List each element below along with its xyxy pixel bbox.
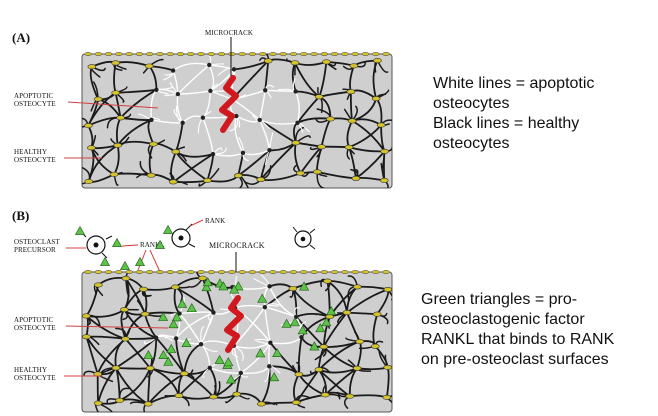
legend-panel-a: White lines = apoptotic osteocytes Black…	[433, 74, 594, 154]
rankl-triangles	[74, 224, 337, 384]
microcrack-label-a: MICROCRACK	[205, 29, 253, 37]
legend-b-line2: osteoclastogenic factor	[421, 311, 585, 328]
apoptotic-label-b-line1: APOPTOTIC	[14, 316, 54, 324]
rankl-label: RANKL	[140, 241, 165, 249]
apoptotic-pointer-a	[67, 101, 159, 109]
osteoclast-precursor-3	[292, 226, 316, 250]
apoptotic-label-b-line2: OSTEOCYTE	[14, 324, 56, 332]
legend-a-line4: osteocytes	[433, 135, 510, 152]
legend-b-line1: Green triangles = pro-	[421, 291, 578, 308]
healthy-label-b-line1: HEALTHY	[14, 366, 47, 374]
bone-matrix-a	[81, 53, 393, 189]
bone-lining-cells-b	[84, 270, 390, 274]
rankl-pointer-3	[149, 249, 161, 273]
panel-b: (B) RANK RANKL OSTEOCLAS	[12, 208, 393, 413]
osteocyte-cells-b	[82, 275, 392, 407]
osteocyte-cells-a	[84, 58, 389, 185]
apoptotic-label-a-line1: APOPTOTIC	[14, 92, 54, 100]
precursor-label-line2: PRECURSOR	[14, 246, 56, 254]
precursor-label-line1: OSTEOCLAST	[14, 238, 60, 246]
apoptotic-pointer-b	[65, 325, 169, 329]
panel-a: (A) MICROCRACK APOPTOTIC OSTEOCYTE HEALT…	[12, 29, 393, 189]
microcrack-a	[219, 75, 239, 133]
healthy-label-a-line2: OSTEOCYTE	[14, 156, 56, 164]
legend-panel-b: Green triangles = pro- osteoclastogenic …	[421, 290, 614, 370]
legend-a-line3: Black lines = healthy	[433, 115, 580, 132]
legend-b-line3: RANKL that binds to RANK	[421, 331, 615, 348]
bone-lining-cells-a	[84, 52, 390, 56]
microcrack-b	[224, 295, 244, 353]
apoptotic-label-a-line2: OSTEOCYTE	[14, 100, 56, 108]
osteoclast-precursor-1	[80, 231, 113, 259]
healthy-label-a-line1: HEALTHY	[14, 148, 47, 156]
microcrack-label-b: MICROCRACK	[209, 241, 265, 250]
rank-pointer	[189, 219, 204, 227]
osteoclast-precursor-2	[165, 223, 196, 248]
healthy-label-b-line2: OSTEOCYTE	[14, 374, 56, 382]
panel-b-letter: (B)	[12, 208, 29, 223]
rankl-pointer-2	[137, 249, 147, 271]
rankl-pointer-1	[121, 244, 139, 247]
legend-a-line1: White lines = apoptotic	[433, 75, 595, 92]
panel-a-letter: (A)	[12, 30, 30, 45]
legend-a-line2: osteocytes	[433, 95, 510, 112]
legend-b-line4: on pre-osteoclast surfaces	[421, 351, 609, 368]
rank-label: RANK	[205, 217, 225, 225]
